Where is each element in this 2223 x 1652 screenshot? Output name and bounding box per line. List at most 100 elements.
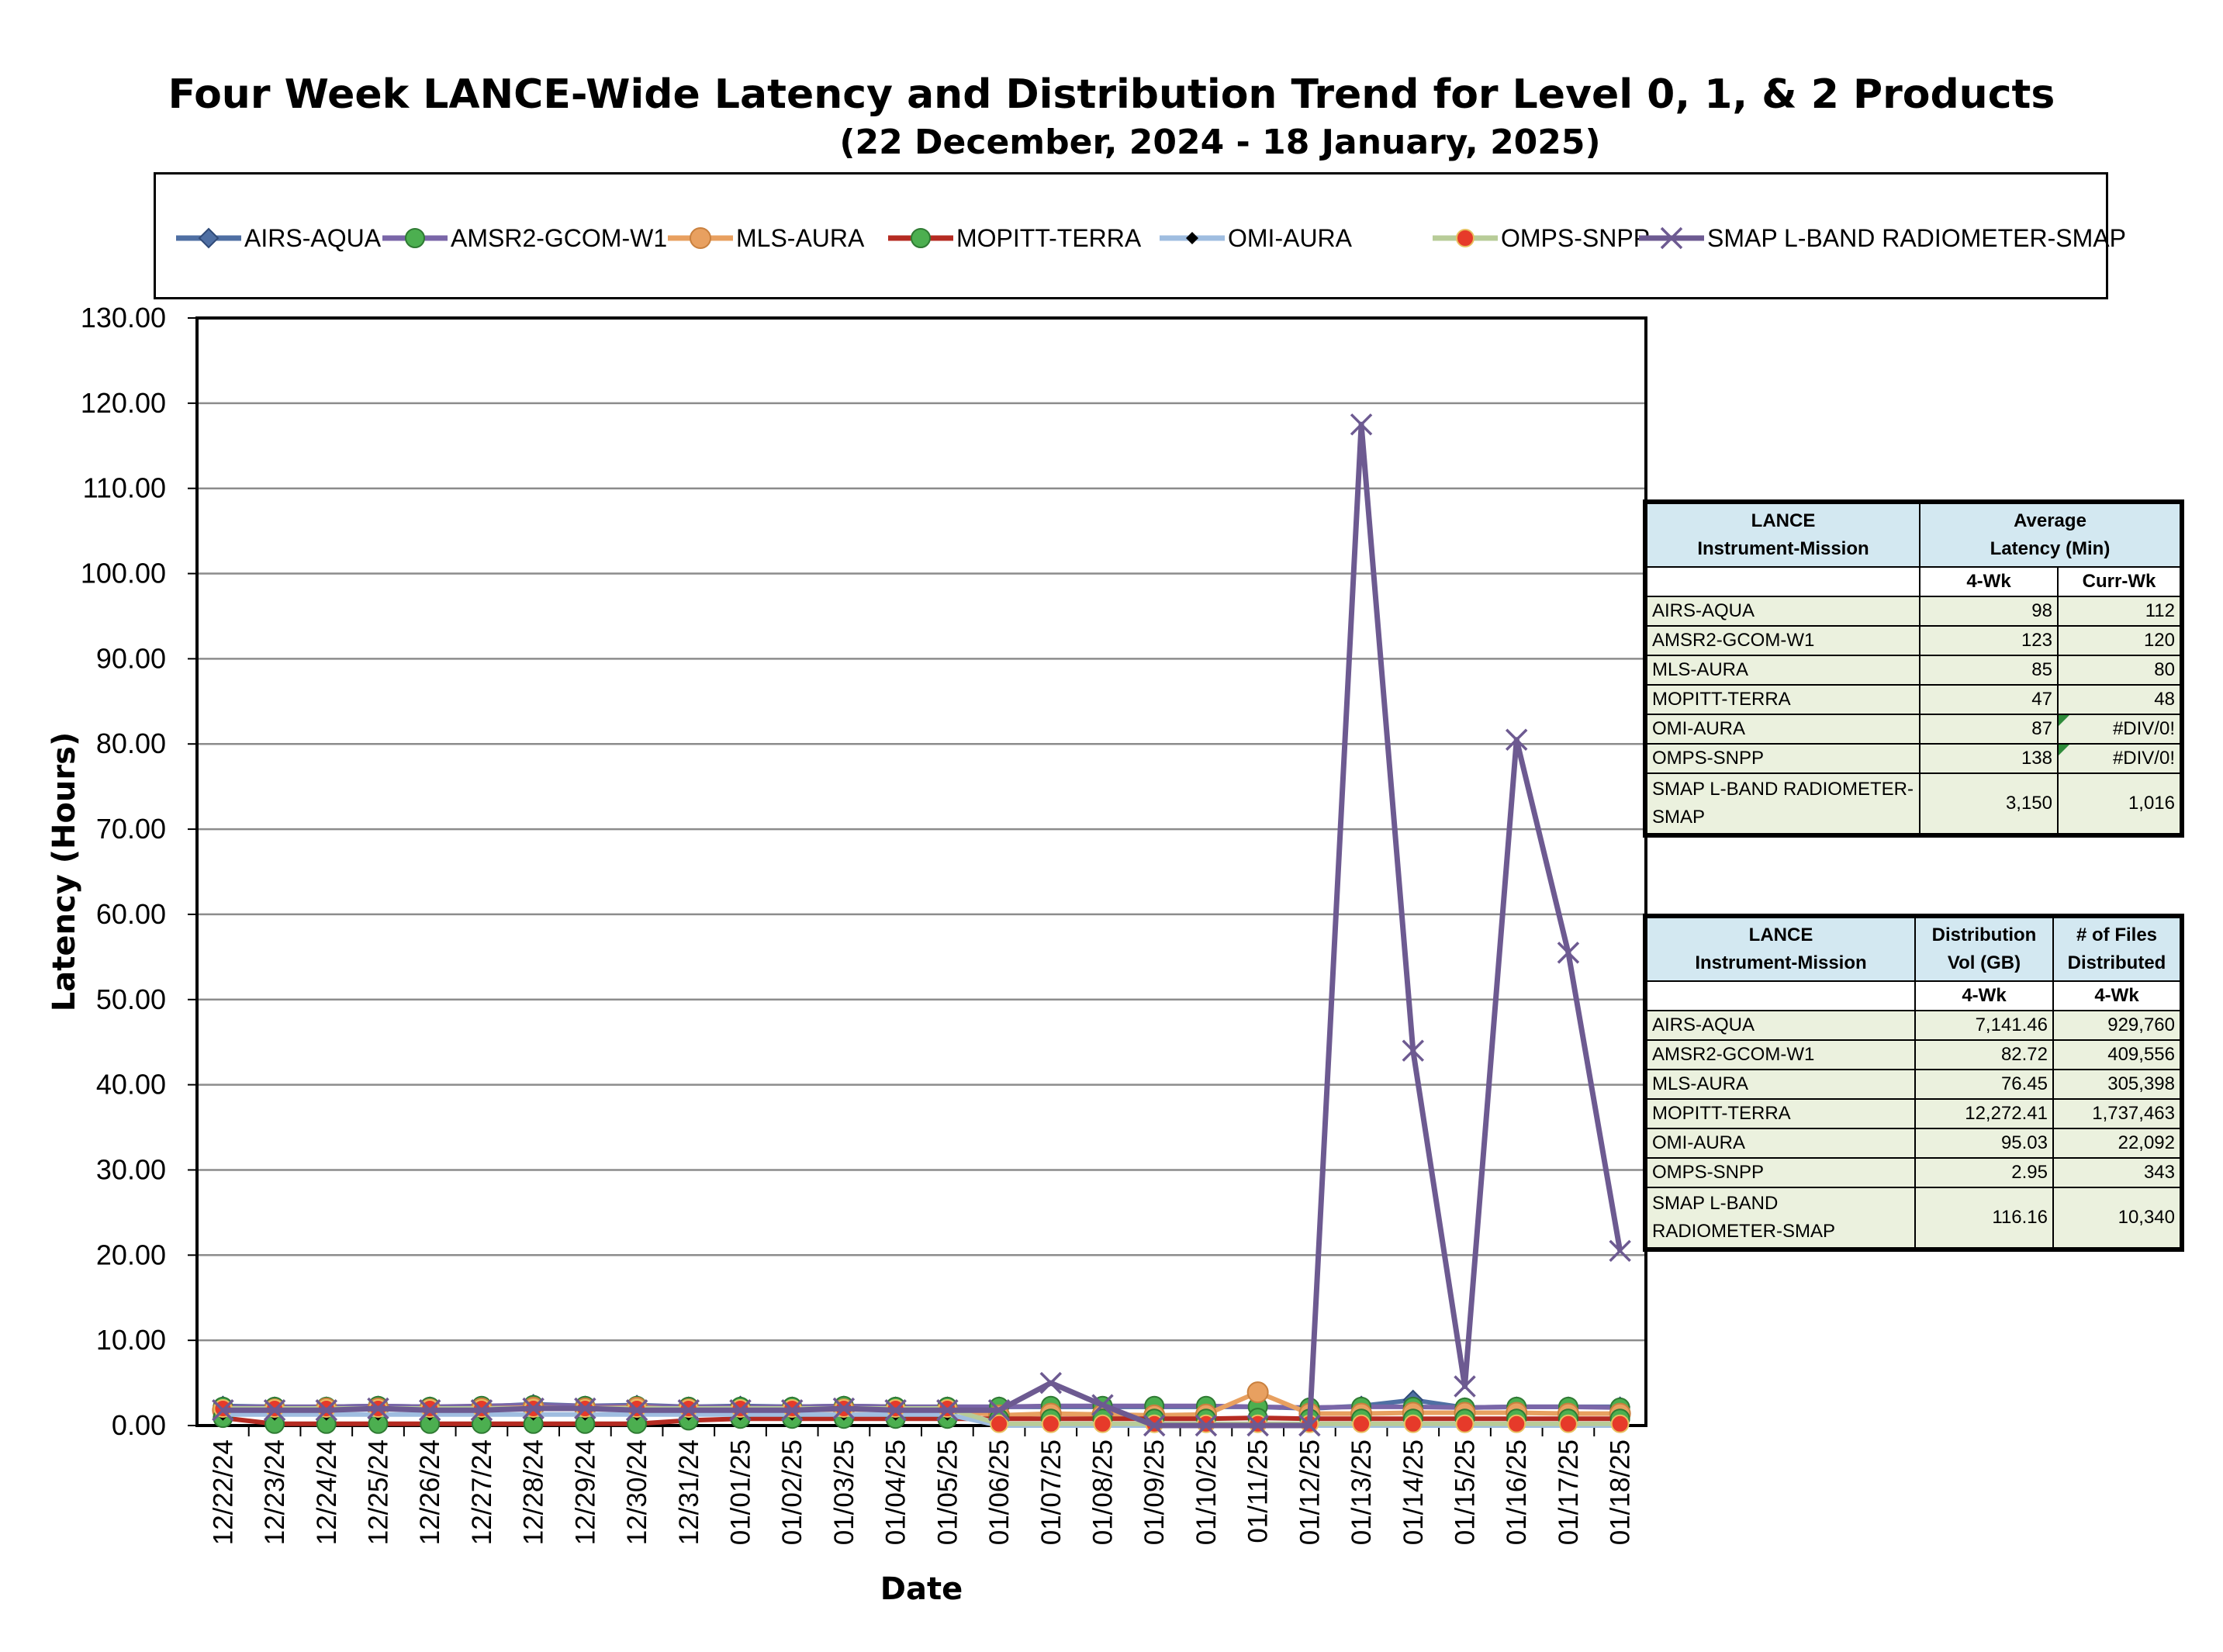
table-row: OMI-AURA 95.03 22,092 [1646,1128,2181,1159]
data-point [1609,1239,1631,1263]
data-point [677,1398,700,1422]
data-point [990,1414,1009,1433]
x-tick-label: 01/16/25 [1502,1439,1532,1545]
legend-item: AIRS-AQUA [173,223,381,254]
x-tick-label: 01/12/25 [1295,1439,1325,1545]
legend-label: OMPS-SNPP [1501,223,1651,252]
data-point [1402,1039,1425,1062]
instrument-name: MOPITT-TERRA [1646,1098,1916,1129]
distribution-volume: 82.72 [1914,1039,2054,1070]
series-line [223,421,1623,1429]
legend-label: AIRS-AQUA [244,223,382,252]
data-point [1454,1375,1476,1398]
data-point [1403,1414,1423,1433]
dist-subheader-blank [1646,980,1916,1011]
x-tick-label: 12/28/24 [519,1439,549,1545]
x-tick-label: 12/30/24 [622,1439,652,1545]
series-smap-l-band-radiometer-smap [212,413,1631,1437]
legend-marker [690,227,711,249]
data-point [780,1398,804,1422]
latency-4wk: 87 [1919,714,2059,745]
table-row: AIRS-AQUA 7,141.46 929,760 [1646,1010,2181,1041]
header-text: Instrument-Mission [1695,952,1867,973]
table-row: OMPS-SNPP 138 #DIV/0! [1646,743,2181,774]
latency-header-average: Average Latency (Min) [1919,503,2181,568]
data-point [263,1398,286,1422]
x-tick-label: 01/13/25 [1347,1439,1377,1545]
data-point [1350,413,1373,436]
data-point [212,1398,234,1422]
x-tick-label: 12/26/24 [415,1439,445,1545]
data-point [418,1398,441,1422]
instrument-name: AIRS-AQUA [1646,1010,1916,1041]
x-tick-label: 12/22/24 [208,1439,238,1545]
x-tick-label: 01/05/25 [932,1439,963,1545]
x-tick-label: 01/07/25 [1036,1439,1067,1545]
legend-marker [1186,232,1198,244]
instrument-name: OMI-AURA [1646,714,1920,745]
data-point [1093,1414,1112,1433]
data-point [1091,1394,1114,1416]
header-text: Instrument-Mission [1697,538,1869,559]
instrument-name: AMSR2-GCOM-W1 [1646,1039,1916,1070]
y-tick-label: 110.00 [83,472,166,504]
data-point [987,1398,1011,1422]
table-row: MLS-AURA 85 80 [1646,655,2181,686]
legend-marker [405,228,425,248]
legend-item: MLS-AURA [665,223,864,254]
x-tick-label: 01/18/25 [1606,1439,1636,1545]
legend-item: MOPITT-TERRA [885,223,1141,254]
legend-label: SMAP L-BAND RADIOMETER-SMAP [1707,223,2126,252]
chart-title: Four Week LANCE-Wide Latency and Distrib… [168,71,2055,118]
y-axis-label: Latency (Hours) [47,732,82,1011]
x-tick-label: 01/15/25 [1450,1439,1481,1545]
x-tick-label: 01/03/25 [829,1439,859,1545]
data-point [367,1397,389,1420]
dist-header-files: # of Files Distributed [2052,917,2181,982]
latency-curr-wk: 112 [2057,596,2181,627]
legend-marker [1456,229,1475,247]
y-tick-label: 90.00 [96,642,166,674]
legend-item: OMPS-SNPP [1430,223,1650,254]
data-point [1298,1414,1321,1437]
legend-swatch [1433,229,1498,247]
y-tick-label: 30.00 [96,1153,166,1185]
x-tick-label: 12/31/24 [674,1439,704,1545]
header-text: LANCE [1748,924,1813,945]
y-tick-label: 130.00 [81,302,166,334]
latency-subheader-4wk: 4-Wk [1919,566,2059,597]
distribution-table: LANCE Instrument-Mission Distribution Vo… [1643,914,2184,1252]
data-point [1194,1414,1218,1437]
chart-subtitle: (22 December, 2024 - 18 January, 2025) [839,123,1601,162]
data-point [1143,1414,1166,1437]
header-text: # of Files [2076,924,2158,945]
instrument-name: MOPITT-TERRA [1646,684,1920,715]
y-tick-label: 100.00 [81,558,166,589]
files-distributed: 929,760 [2052,1010,2181,1041]
dist-header-instrument: LANCE Instrument-Mission [1646,917,1916,982]
x-tick-label: 01/02/25 [777,1439,807,1545]
files-distributed: 343 [2052,1157,2181,1188]
table-row: AIRS-AQUA 98 112 [1646,596,2181,627]
data-point [470,1398,493,1422]
data-point [625,1398,648,1422]
chart-legend: AIRS-AQUA AMSR2-GCOM-W1 MLS-AURA MOPITT-TER… [154,172,2126,299]
distribution-volume: 116.16 [1914,1187,2054,1249]
header-text: Distribution [1931,924,2037,945]
latency-curr-wk: #DIV/0! [2057,743,2181,774]
instrument-name: MLS-AURA [1646,655,1920,686]
x-tick-label: 01/10/25 [1191,1439,1222,1545]
table-row: OMI-AURA 87 #DIV/0! [1646,714,2181,745]
header-text: Vol (GB) [1947,952,2021,973]
legend-swatch [1639,226,1704,250]
y-tick-label: 50.00 [96,983,166,1015]
legend-label: AMSR2-GCOM-W1 [451,223,668,252]
legend-item: AMSR2-GCOM-W1 [379,223,667,254]
data-point [1505,728,1528,751]
data-point [574,1397,596,1420]
legend-label: MLS-AURA [736,223,865,252]
y-tick-label: 20.00 [96,1239,166,1270]
y-tick-label: 0.00 [112,1409,166,1441]
legend-item: SMAP L-BAND RADIOMETER-SMAP [1636,223,2126,254]
